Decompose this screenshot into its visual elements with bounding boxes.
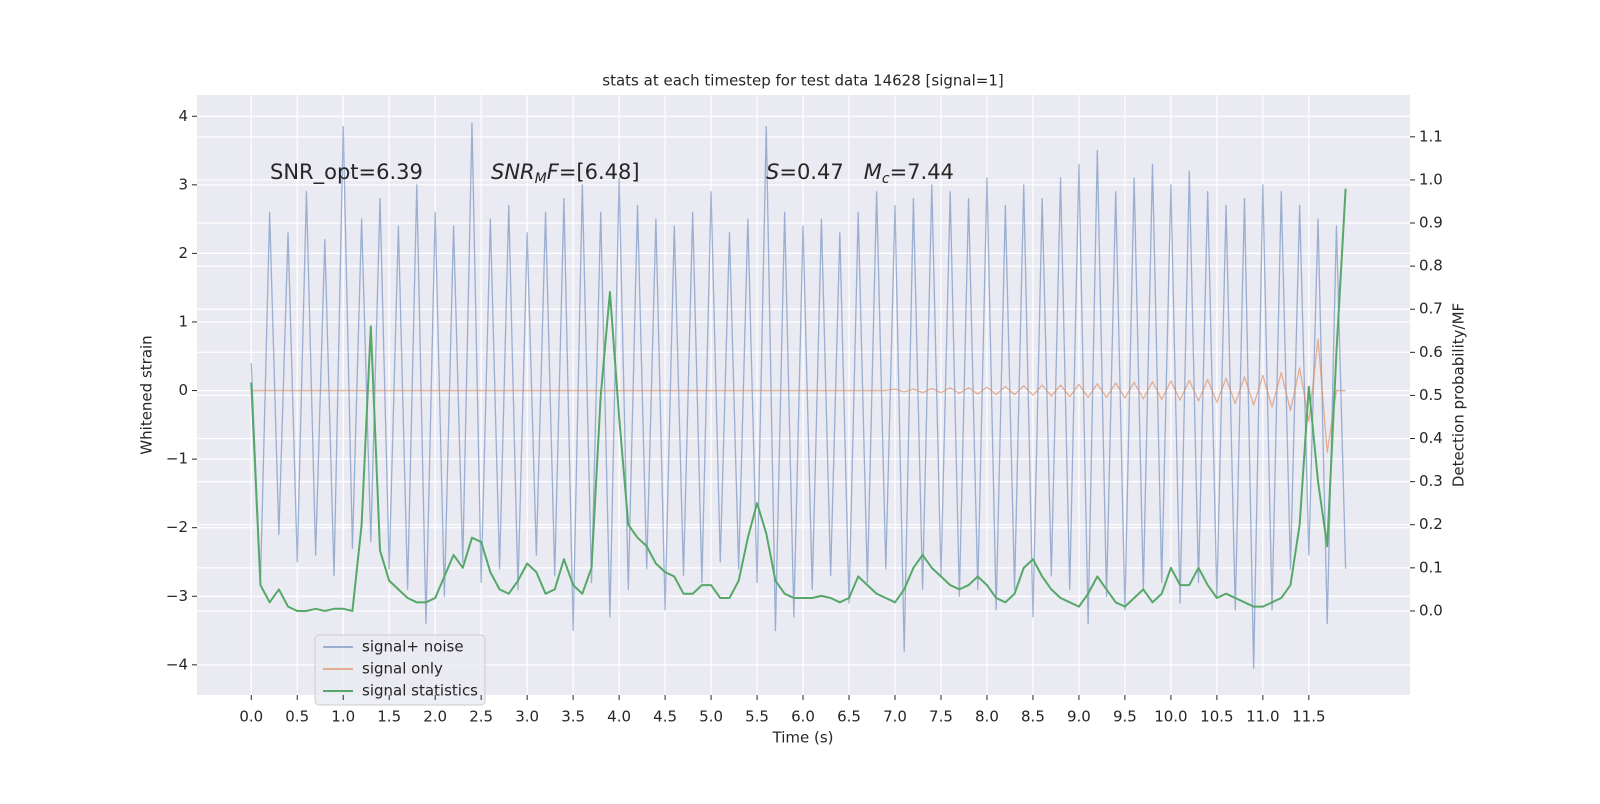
y-tick-label: 4 [178,107,188,125]
legend-label: signal statistics [362,682,478,700]
annotation-part: =0.47 [779,160,863,184]
annotation-part: M [864,160,882,184]
y-tick-label: 1 [178,312,188,330]
y2-tick-label: 0.0 [1419,601,1443,619]
y2-tick-label: 0.2 [1419,515,1443,533]
annotation-part: c [882,171,890,187]
x-tick-label: 5.0 [699,708,723,726]
x-tick-label: 2.0 [423,708,447,726]
x-tick-label: 3.5 [561,708,585,726]
annotation-part: F [547,160,560,184]
x-tick-label: 10.0 [1154,708,1187,726]
y2-axis-label: Detection probability/MF [1450,303,1468,487]
y-tick-label: −4 [166,655,188,673]
y2-tick-label: 0.1 [1419,558,1443,576]
series-line [250,122,1347,669]
y-tick-label: −3 [166,587,188,605]
x-tick-label: 2.5 [469,708,493,726]
chart-title: stats at each timestep for test data 146… [602,72,1003,90]
annotation-part: SNR_opt=6.39 [270,160,423,185]
annotation-part: M [535,171,547,187]
x-tick-label: 6.0 [791,708,815,726]
x-tick-label: 11.5 [1292,708,1325,726]
y2-tick-label: 0.8 [1419,257,1443,275]
x-tick-label: 9.0 [1067,708,1091,726]
y2-tick-label: 1.0 [1419,170,1443,188]
y2-tick-label: 0.9 [1419,214,1443,232]
legend-box [314,634,486,706]
x-tick-label: 7.0 [883,708,907,726]
y-axis-label: Whitened strain [138,335,156,454]
y2-tick-label: 0.4 [1419,429,1443,447]
x-tick-label: 4.0 [607,708,631,726]
legend-label: signal+ noise [362,638,464,656]
y2-tick-label: 1.1 [1419,127,1443,145]
y-tick-label: 2 [178,244,188,262]
x-tick-label: 5.5 [745,708,769,726]
x-tick-label: 10.5 [1200,708,1233,726]
y2-tick-label: 0.5 [1419,386,1443,404]
annotation-layer: SNR_opt=6.39 SNRMF=[6.48] S=0.47 Mc=7.44 [270,160,954,187]
y-tick-label: −1 [166,450,188,468]
y2-tick-label: 0.3 [1419,472,1443,490]
x-axis-label: Time (s) [772,729,834,747]
x-tick-label: 4.5 [653,708,677,726]
data-layer [250,122,1347,669]
x-tick-label: 8.0 [975,708,999,726]
x-tick-label: 7.5 [929,708,953,726]
annotation: SNR_opt=6.39 [270,160,423,185]
series-line [251,338,1346,453]
y2-tick-label: 0.7 [1419,300,1443,318]
x-tick-label: 1.5 [377,708,401,726]
annotation: SNRMF=[6.48] [491,160,640,187]
x-tick-label: 9.5 [1113,708,1137,726]
x-tick-label: 8.5 [1021,708,1045,726]
legend: signal+ noise signal only signal statistic… [314,634,486,706]
y-tick-label: 0 [178,381,188,399]
x-tick-label: 0.0 [239,708,263,726]
x-tick-label: 11.0 [1246,708,1279,726]
x-tick-label: 3.0 [515,708,539,726]
annotation-part: =[6.48] [559,160,640,184]
annotation: S=0.47 Mc=7.44 [766,160,954,187]
legend-label: signal only [362,660,443,678]
y-tick-label: 3 [178,175,188,193]
y-tick-label: −2 [166,518,188,536]
annotation-part: SNR [491,160,535,184]
y2-tick-label: 0.6 [1419,343,1443,361]
annotation-part: S [766,160,779,184]
series-line [250,188,1347,612]
x-tick-label: 6.5 [837,708,861,726]
annotation-part: =7.44 [890,160,954,184]
x-tick-label: 0.5 [285,708,309,726]
x-tick-label: 1.0 [331,708,355,726]
